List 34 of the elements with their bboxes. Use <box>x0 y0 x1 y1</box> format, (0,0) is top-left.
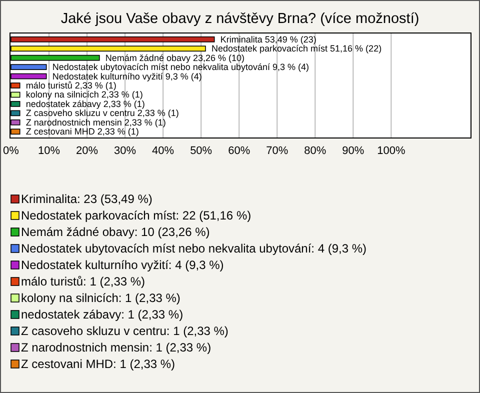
text: kolony na silnicích: 1 (2,33 %) <box>21 291 180 305</box>
text: nedostatek zábavy: 1 (2,33 %) <box>21 308 184 322</box>
data-label: Nemám žádné obavy 23,26 % (10) <box>105 52 245 63</box>
text: Nedostatek parkovacích míst: 22 (51,16 %) <box>21 208 252 222</box>
chart-title: Jaké jsou Vaše obavy z návštěvy Brna? (více možností) <box>60 11 420 27</box>
data-label: málo turistů 2,33 % (1) <box>26 80 116 90</box>
data-label: Z narodnostnich mensin 2,33 % (1) <box>26 117 166 128</box>
x-tick-label: 50% <box>190 145 212 157</box>
data-label: Z casoveho skluzu v centru 2,33 % (1) <box>26 108 179 118</box>
data-label: Nedostatek ubytovacích míst nebo nekvalita ubytování 9,3 % (4) <box>52 62 309 72</box>
data-label: kolony na silnicích 2,33 % (1) <box>26 90 143 100</box>
text: Z narodnostnich mensin: 1 (2,33 %) <box>21 340 212 354</box>
x-tick-label: 10% <box>38 145 60 157</box>
text: Nemám žádné obavy: 10 (23,26 %) <box>21 225 210 239</box>
x-tick-label: 30% <box>114 145 136 157</box>
text: Nedostatek ubytovacích míst nebo nekvalita ubytování: 4 (9,3 %) <box>21 242 367 256</box>
text: Z cestovani MHD: 1 (2,33 %) <box>21 357 176 371</box>
data-label: Nedostatek parkovacích míst 51,16 % (22) <box>211 44 382 54</box>
data-label: nedostatek zábavy 2,33 % (1) <box>26 98 145 109</box>
text: málo turistů: 1 (2,33 %) <box>21 274 146 288</box>
text: Kriminalita: 23 (53,49 %) <box>21 192 152 206</box>
data-label: Nedostatek kulturního vyžití 9,3 % (4) <box>52 71 202 82</box>
x-tick-label: 60% <box>228 145 250 157</box>
x-tick-label: 20% <box>76 145 98 157</box>
data-label: Z cestovani MHD 2,33 % (1) <box>26 126 139 137</box>
data-label: Kriminalita 53,49 % (23) <box>220 34 316 44</box>
text: Nedostatek kulturního vyžití: 4 (9,3 %) <box>21 258 224 272</box>
x-tick-label: 90% <box>342 145 364 157</box>
x-tick-label: 40% <box>152 145 174 157</box>
x-tick-label: 0% <box>3 145 20 157</box>
x-tick-label: 80% <box>304 145 326 157</box>
x-tick-label: 70% <box>266 145 288 157</box>
x-tick-label: 100% <box>377 145 406 157</box>
text: Z casoveho skluzu v centru: 1 (2,33 %) <box>21 324 228 338</box>
